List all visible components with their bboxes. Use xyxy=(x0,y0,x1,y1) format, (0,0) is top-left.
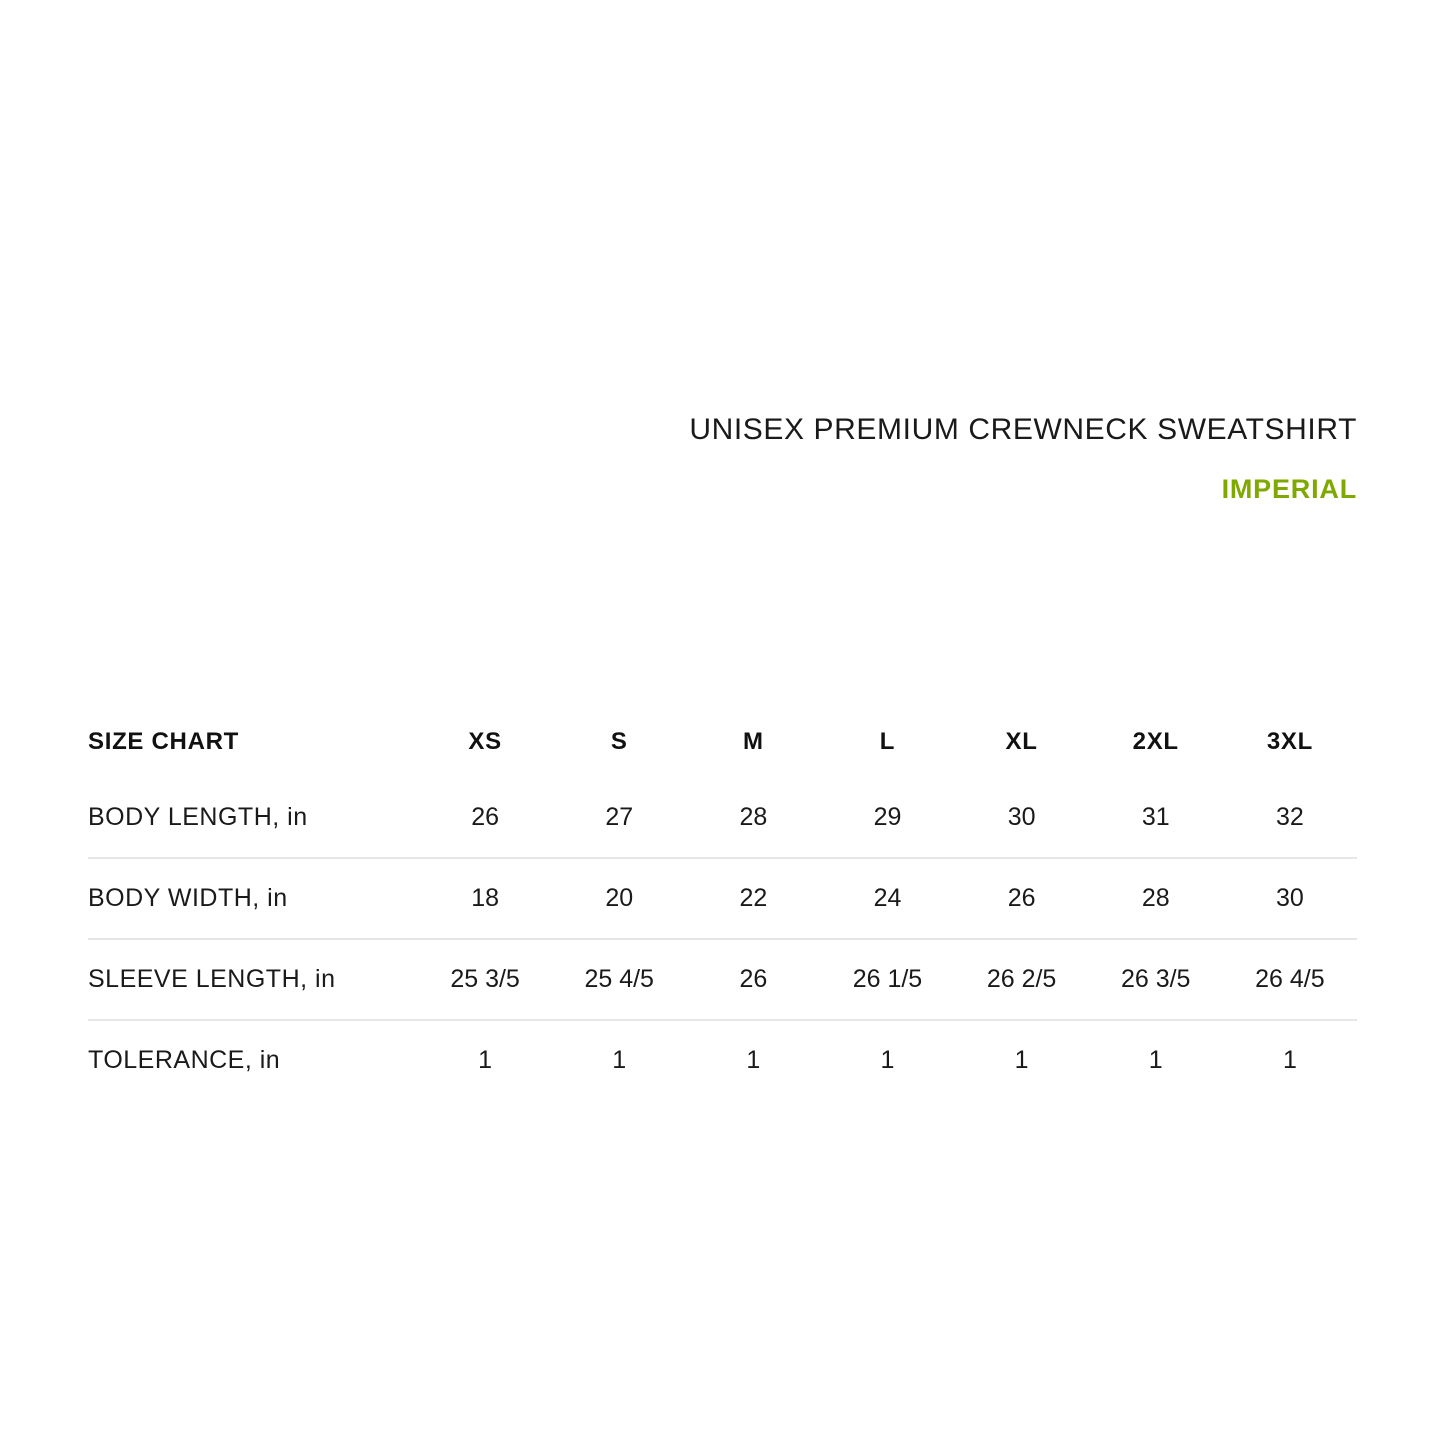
chart-header: UNISEX PREMIUM CREWNECK SWEATSHIRT IMPER… xyxy=(88,408,1357,506)
table-header-row: SIZE CHART XS S M L XL 2XL 3XL xyxy=(88,706,1357,778)
row-label-unit: , in xyxy=(300,965,336,993)
cell-body-length-s: 27 xyxy=(605,803,634,831)
cell-sleeve-length-3xl: 26 4/5 xyxy=(1255,965,1325,993)
cell-body-length-m: 28 xyxy=(739,803,768,831)
row-label-unit: , in xyxy=(272,803,308,831)
cell-sleeve-length-l: 26 1/5 xyxy=(852,965,923,993)
size-chart-corner-label: SIZE CHART xyxy=(88,728,239,755)
row-label-text: BODY LENGTH xyxy=(88,803,273,831)
column-header-s: S xyxy=(610,728,628,755)
cell-body-width-m: 22 xyxy=(739,884,768,912)
row-label-text: BODY WIDTH xyxy=(88,884,253,912)
cell-body-width-3xl: 30 xyxy=(1275,884,1304,912)
cell-sleeve-length-m: 26 xyxy=(739,965,768,993)
cell-sleeve-length-2xl: 26 3/5 xyxy=(1120,965,1191,993)
row-label-unit: , in xyxy=(244,1046,281,1074)
cell-tolerance-m: 1 xyxy=(746,1046,761,1074)
table-row: SLEEVE LENGTH, in 25 3/5 25 4/5 26 26 1/… xyxy=(88,939,1357,1020)
cell-body-length-3xl: 32 xyxy=(1275,803,1304,831)
row-label-unit: , in xyxy=(252,884,288,912)
column-header-xs: XS xyxy=(468,728,502,755)
cell-tolerance-3xl: 1 xyxy=(1282,1046,1297,1074)
page-title: UNISEX PREMIUM CREWNECK SWEATSHIRT xyxy=(689,413,1357,446)
unit-system-label: IMPERIAL xyxy=(1221,474,1357,504)
cell-tolerance-2xl: 1 xyxy=(1148,1046,1163,1074)
column-header-2xl: 2XL xyxy=(1132,728,1179,755)
size-chart-table-container: SIZE CHART XS S M L XL 2XL 3XL BODY LENG… xyxy=(88,706,1357,1100)
cell-tolerance-s: 1 xyxy=(612,1046,627,1074)
row-label-text: TOLERANCE xyxy=(88,1046,245,1074)
size-chart-table: SIZE CHART XS S M L XL 2XL 3XL BODY LENG… xyxy=(88,706,1357,1100)
row-label-sleeve-length: SLEEVE LENGTH, in xyxy=(88,939,418,1020)
cell-tolerance-xs: 1 xyxy=(478,1046,493,1074)
cell-sleeve-length-s: 25 4/5 xyxy=(584,965,654,993)
cell-body-width-l: 24 xyxy=(873,884,902,912)
column-header-xl: XL xyxy=(1005,728,1038,755)
column-header-m: M xyxy=(742,728,764,755)
cell-sleeve-length-xs: 25 3/5 xyxy=(450,965,520,993)
cell-body-length-xs: 26 xyxy=(471,803,499,831)
table-row: BODY WIDTH, in 18 20 22 24 26 28 30 xyxy=(88,858,1357,939)
cell-tolerance-l: 1 xyxy=(880,1046,895,1074)
column-header-l: L xyxy=(879,728,896,755)
cell-body-width-xs: 18 xyxy=(471,884,499,912)
column-header-3xl: 3XL xyxy=(1266,728,1313,755)
cell-body-length-l: 29 xyxy=(873,803,902,831)
row-label-body-length: BODY LENGTH, in xyxy=(88,778,418,858)
row-label-body-width: BODY WIDTH, in xyxy=(88,858,418,939)
cell-body-length-xl: 30 xyxy=(1007,803,1036,831)
cell-sleeve-length-xl: 26 2/5 xyxy=(986,965,1057,993)
cell-body-width-xl: 26 xyxy=(1007,884,1036,912)
table-header: SIZE CHART XS S M L XL 2XL 3XL xyxy=(88,706,1357,778)
table-row: BODY LENGTH, in 26 27 28 29 30 31 32 xyxy=(88,778,1357,858)
table-body: BODY LENGTH, in 26 27 28 29 30 31 32 BOD… xyxy=(88,778,1357,1100)
table-row: TOLERANCE, in 1 1 1 1 1 1 1 xyxy=(88,1020,1357,1100)
cell-tolerance-xl: 1 xyxy=(1014,1046,1029,1074)
row-label-text: SLEEVE LENGTH xyxy=(88,965,301,993)
cell-body-width-2xl: 28 xyxy=(1141,884,1170,912)
cell-body-length-2xl: 31 xyxy=(1141,803,1170,831)
cell-body-width-s: 20 xyxy=(605,884,634,912)
row-label-tolerance: TOLERANCE, in xyxy=(88,1020,418,1100)
